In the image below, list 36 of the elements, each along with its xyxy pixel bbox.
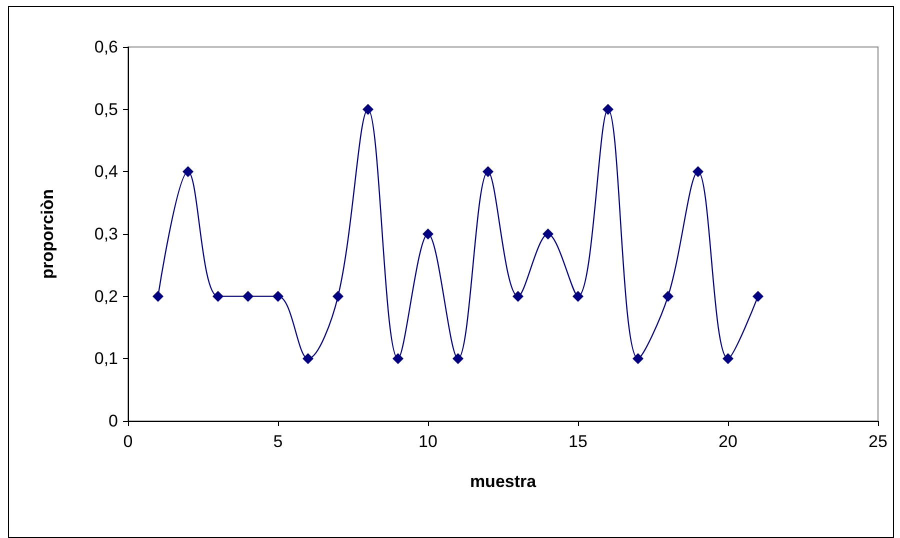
point bbox=[632, 353, 644, 364]
y-tick-label: 0,3 bbox=[94, 224, 118, 244]
x-tick-label: 10 bbox=[418, 432, 438, 451]
point bbox=[752, 290, 764, 302]
x-tick-label: 15 bbox=[568, 432, 588, 451]
point bbox=[512, 290, 524, 302]
y-tick-label: 0,2 bbox=[94, 286, 118, 306]
y-tick-label: 0,6 bbox=[94, 38, 118, 56]
point bbox=[302, 353, 314, 364]
x-axis-title: muestra bbox=[470, 472, 537, 491]
point bbox=[722, 353, 734, 364]
y-tick-label: 0,5 bbox=[94, 100, 118, 119]
point bbox=[572, 290, 584, 302]
x-tick-label: 5 bbox=[273, 432, 283, 451]
point bbox=[662, 290, 674, 302]
point bbox=[482, 166, 494, 178]
point bbox=[692, 166, 704, 178]
point bbox=[422, 228, 434, 240]
point bbox=[212, 290, 224, 302]
y-tick-label: 0 bbox=[108, 412, 118, 430]
point bbox=[332, 290, 344, 302]
point bbox=[542, 228, 554, 240]
y-tick-label: 0,1 bbox=[94, 349, 118, 368]
point bbox=[602, 104, 614, 115]
point bbox=[392, 353, 404, 364]
x-tick-label: 0 bbox=[123, 432, 133, 451]
point bbox=[152, 290, 164, 302]
point bbox=[272, 290, 284, 302]
y-axis-title: proporciòn bbox=[38, 189, 57, 279]
x-tick-label: 20 bbox=[718, 432, 738, 451]
x-tick-label: 25 bbox=[868, 432, 888, 451]
point bbox=[182, 166, 194, 178]
point bbox=[242, 290, 254, 302]
point bbox=[452, 353, 464, 364]
y-tick-label: 0,4 bbox=[94, 162, 118, 182]
point bbox=[362, 104, 374, 115]
